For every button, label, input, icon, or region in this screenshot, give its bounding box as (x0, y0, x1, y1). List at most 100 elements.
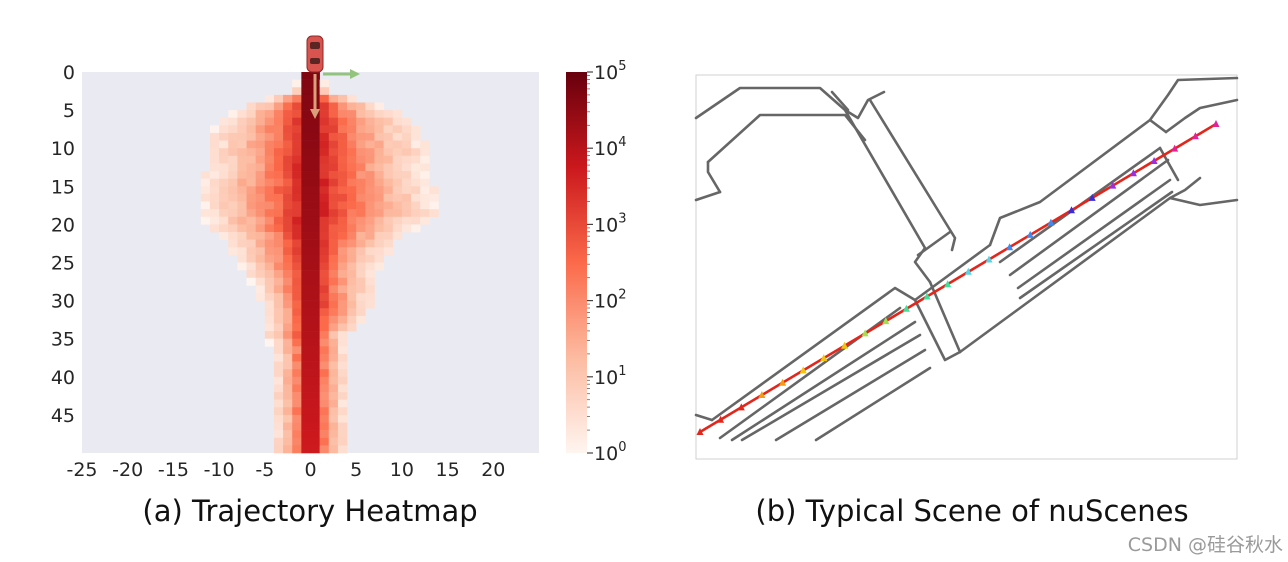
heatmap-cell (301, 193, 311, 202)
heatmap-cell (337, 331, 348, 339)
heatmap-cell (383, 224, 394, 233)
heatmap-cell (420, 193, 430, 202)
heatmap-cell (237, 232, 247, 240)
heatmap-cell (301, 117, 311, 126)
heatmap-cell (228, 178, 238, 187)
heatmap-cell (392, 216, 403, 225)
trajectory (696, 120, 1220, 435)
heatmap-cell (374, 163, 384, 172)
heatmap-cell (328, 140, 339, 149)
heatmap-cell (328, 285, 339, 294)
heatmap-cell (301, 87, 311, 96)
heatmap-cell (273, 224, 284, 233)
heatmap-cell (319, 399, 330, 408)
heatmap-cell (301, 392, 311, 400)
heatmap-cell (292, 346, 302, 355)
heatmap-cell (365, 186, 375, 195)
heatmap-cell (347, 270, 357, 279)
heatmap-cell (337, 414, 348, 423)
heatmap-cell (328, 376, 339, 385)
heatmap-cell (319, 239, 330, 248)
heatmap-cell (319, 186, 330, 195)
heatmap-cell (283, 437, 293, 446)
heatmap-cell (292, 422, 302, 431)
y-tick-label: 10 (51, 138, 75, 160)
heatmap-cell (328, 117, 339, 126)
heatmap-cell (219, 171, 229, 179)
heatmap-cell (328, 224, 339, 233)
heatmap-cell (356, 285, 366, 294)
heatmap-cell (283, 445, 293, 454)
heatmap-cell (337, 163, 348, 172)
heatmap-cell (283, 392, 293, 400)
heatmap-cell (283, 254, 293, 263)
heatmap-cell (365, 178, 375, 187)
heatmap-cell (310, 353, 320, 362)
heatmap-cell (319, 117, 330, 126)
heatmap-cell (411, 209, 421, 218)
heatmap-cell (228, 163, 238, 172)
heatmap-cell (255, 209, 266, 218)
trajectory-waypoint (1191, 132, 1199, 140)
heatmap-cell (401, 209, 412, 218)
x-tick-label: -10 (204, 459, 235, 481)
heatmap-cell (347, 315, 357, 324)
heatmap-cell (246, 201, 256, 210)
colorbar-tick-label: 102 (594, 288, 626, 313)
heatmap-cell (246, 155, 256, 164)
heatmap-cell (411, 163, 421, 172)
trajectory-waypoint (1006, 243, 1014, 251)
heatmap-cell (310, 392, 320, 400)
heatmap-cell (401, 125, 412, 134)
colorbar-tick-label: 103 (594, 211, 626, 236)
heatmap-cell (347, 323, 357, 332)
trajectory-waypoint (1026, 230, 1034, 238)
heatmap-cell (292, 216, 302, 225)
heatmap-cell (319, 216, 330, 225)
heatmap-cell (264, 239, 275, 248)
heatmap-cell (209, 140, 220, 149)
heatmap-cell (301, 331, 311, 339)
heatmap-cell (356, 262, 366, 271)
heatmap-cell (237, 171, 247, 179)
heatmap-cell (283, 232, 293, 240)
heatmap-cell (337, 369, 348, 378)
heatmap-cell (337, 384, 348, 393)
y-tick-label: 25 (51, 253, 75, 275)
heatmap-cell (328, 247, 339, 256)
heatmap-cell (283, 369, 293, 378)
heatmap-cell (264, 315, 275, 324)
heatmap-cell (273, 285, 284, 294)
heatmap-cell (310, 201, 320, 210)
heatmap-cell (328, 315, 339, 324)
heatmap-cell (356, 315, 366, 324)
heatmap-cell (264, 285, 275, 294)
heatmap-cell (273, 445, 284, 454)
heatmap-cell (237, 193, 247, 202)
ego-vehicle-icon (306, 35, 324, 73)
heatmap-cell (310, 361, 320, 370)
heatmap-cell (356, 117, 366, 126)
trajectory-line (699, 122, 1217, 434)
heatmap-cell (283, 163, 293, 172)
y-tick-label: 40 (51, 367, 75, 389)
heatmap-cell (292, 292, 302, 301)
heatmap-cell (356, 300, 366, 309)
heatmap-cell (328, 163, 339, 172)
heatmap-cell (301, 292, 311, 301)
heatmap-cell (328, 422, 339, 431)
heatmap-cell (246, 102, 256, 111)
heatmap-cell (273, 292, 284, 301)
heatmap-cell (383, 232, 394, 240)
heatmap-cell (301, 132, 311, 141)
heatmap-cell (392, 178, 403, 187)
heatmap-cell (392, 132, 403, 141)
heatmap-cell (392, 110, 403, 119)
heatmap-cell (228, 155, 238, 164)
heatmap-cell (209, 216, 220, 225)
heatmap-cell (392, 186, 403, 195)
heatmap-cell (301, 148, 311, 157)
heatmap-cell (283, 209, 293, 218)
heatmap-cell (273, 201, 284, 210)
heatmap-cell (319, 270, 330, 279)
